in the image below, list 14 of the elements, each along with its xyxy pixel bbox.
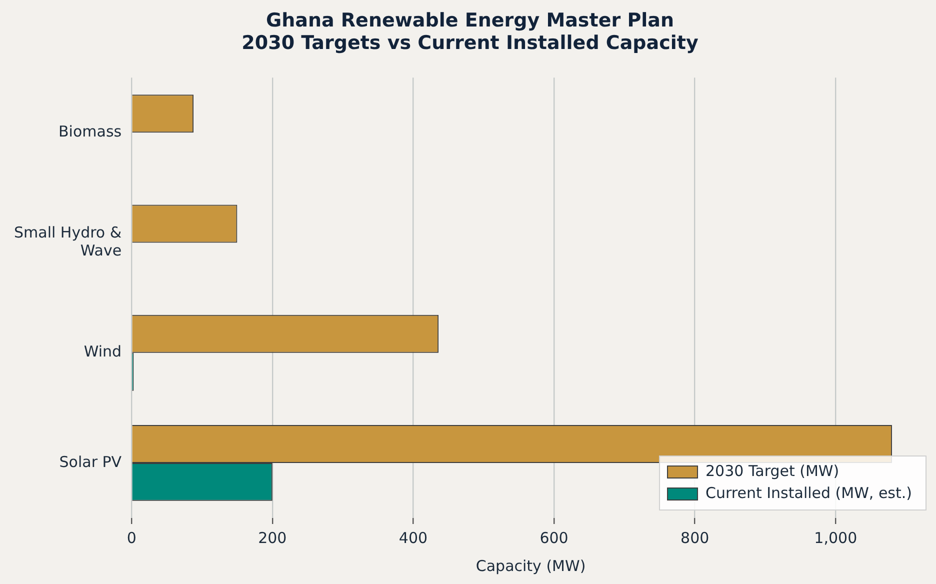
legend-label: 2030 Target (MW) [706,462,840,480]
chart-title: Ghana Renewable Energy Master Plan 2030 Targets vs Current Installed Capacity [242,9,699,54]
y-tick-label: Wind [84,342,122,361]
x-tick-label: 400 [398,528,428,547]
legend-label: Current Installed (MW, est.) [706,484,912,502]
x-tick-label: 1,000 [814,528,858,547]
y-tick-label: Small Hydro & Wave [14,224,122,260]
x-tick-label: 800 [680,528,710,547]
x-axis-title: Capacity (MW) [476,556,586,575]
x-tick-label: 200 [258,528,287,547]
x-tick-label: 600 [540,528,568,547]
y-tick-label: Solar PV [59,452,122,471]
y-tick-label: Biomass [58,122,122,141]
x-tick-label: 0 [126,528,136,547]
